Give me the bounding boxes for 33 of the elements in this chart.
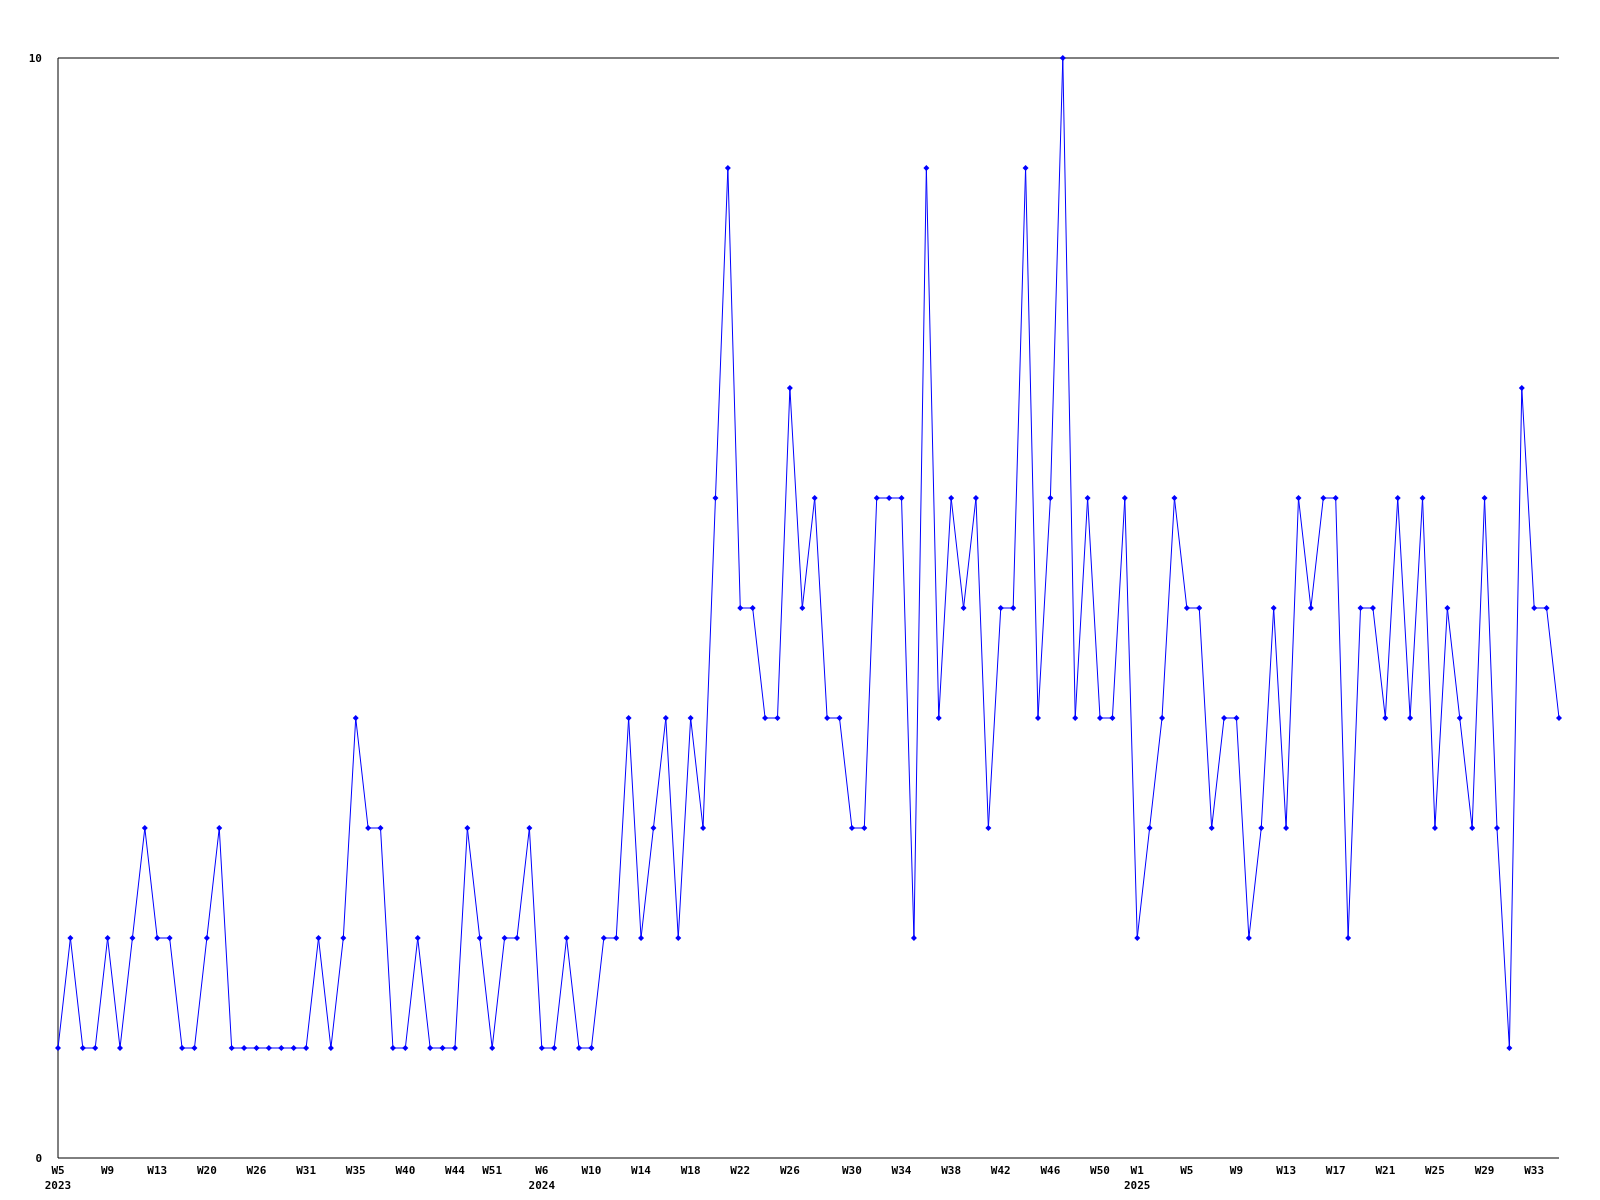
x-tick-label: W29 — [1474, 1164, 1495, 1177]
x-tick-label: W35 — [345, 1164, 366, 1177]
x-tick-label: W18 — [680, 1164, 701, 1177]
x-tick-label: W13 — [1276, 1164, 1297, 1177]
x-tick-label: W21 — [1375, 1164, 1396, 1177]
y-tick-label: 0 — [35, 1152, 42, 1165]
x-tick-label: W26 — [779, 1164, 801, 1177]
x-tick-label: W6 2024 — [528, 1164, 556, 1192]
x-tick-label: W22 — [730, 1164, 751, 1177]
x-tick-label: W40 — [395, 1164, 416, 1177]
x-tick-label: W30 — [841, 1164, 862, 1177]
x-tick-label: W44 — [445, 1164, 466, 1177]
x-tick-label: W33 — [1524, 1164, 1545, 1177]
x-tick-label: W34 — [891, 1164, 912, 1177]
x-tick-label: W5 — [1180, 1164, 1194, 1177]
x-tick-label: W38 — [941, 1164, 962, 1177]
x-tick-label: W1 2025 — [1123, 1164, 1151, 1192]
x-tick-label: W9 — [100, 1164, 115, 1177]
x-tick-label: W20 — [196, 1164, 217, 1177]
x-tick-label: W17 — [1325, 1164, 1346, 1177]
x-tick-label: W42 — [990, 1164, 1011, 1177]
x-tick-label: W46 — [1040, 1164, 1061, 1177]
x-tick-label: W5 2023 — [44, 1164, 72, 1192]
x-tick-label: W25 — [1425, 1164, 1445, 1177]
x-tick-label: W26 — [246, 1164, 267, 1177]
x-tick-label: W13 — [147, 1164, 168, 1177]
x-tick-label: W9 — [1229, 1164, 1244, 1177]
x-tick-label: W31 — [296, 1164, 317, 1177]
y-tick-label: 10 — [28, 52, 42, 65]
x-tick-label: W10 — [581, 1164, 602, 1177]
x-tick-label: W14 — [631, 1164, 652, 1177]
x-tick-label: W51 — [482, 1164, 503, 1177]
x-tick-label: W50 — [1090, 1164, 1110, 1177]
